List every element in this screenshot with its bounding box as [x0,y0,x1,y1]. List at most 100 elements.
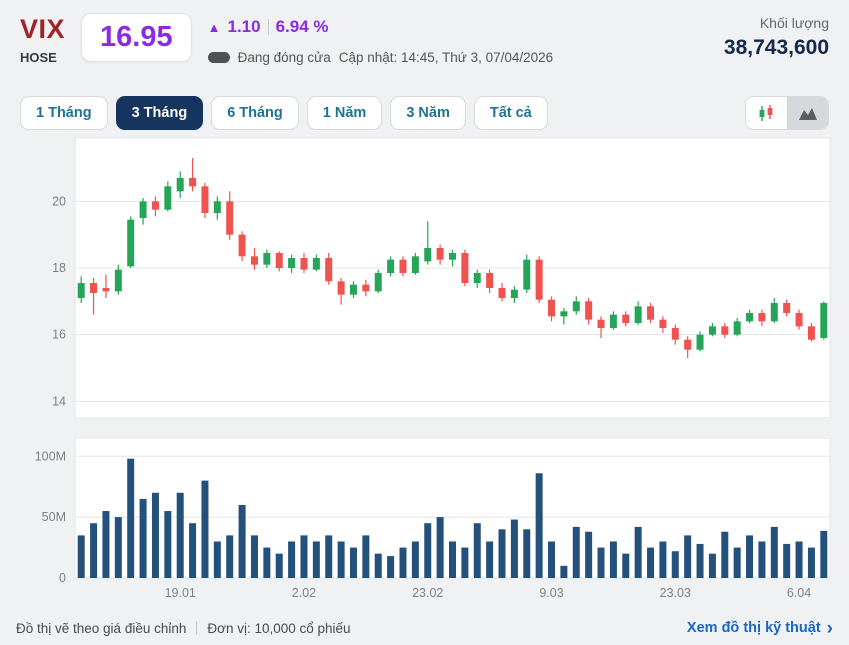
volume-bar [449,541,456,578]
volume-bar [696,543,704,578]
volume-bar [213,541,221,578]
volume-bar [250,535,258,578]
volume-bar [659,541,667,578]
candle-body [312,258,320,270]
status-row: Đang đóng cửa Cập nhật: 14:45, Thứ 3, 07… [207,50,553,65]
range-tab-2[interactable]: 3 Tháng [115,96,204,130]
candle-body [238,234,246,257]
volume-bar [362,535,370,578]
candle-body [102,288,110,292]
candle-body [733,321,741,335]
volume-bar [77,535,85,578]
volume-bar [127,458,135,578]
volume-axis-label: 50M [42,510,66,524]
volume-bar [275,553,283,578]
volume-bar [820,530,828,578]
volume-bar [597,547,605,578]
volume-bar [733,547,741,578]
price-axis-label: 18 [52,261,66,275]
volume-bar [795,541,803,578]
candle-body [696,334,704,350]
candle-body [708,326,716,335]
price-axis-label: 14 [52,394,66,408]
candle-body [671,328,679,340]
candle-body [374,273,382,292]
ticker-symbol: VIX [20,14,66,44]
up-arrow-icon: ▲ [207,19,221,35]
volume-bar [684,535,692,578]
candle-body [226,201,234,235]
symbol-block: VIX HOSE [20,13,66,66]
volume-bar [189,523,197,578]
volume-bar [585,531,593,578]
unit-note: Đơn vị: 10,000 cổ phiếu [207,620,351,636]
candle-body [362,284,370,292]
volume-bar [263,547,271,578]
candle-body [151,201,159,210]
volume-bar [411,541,419,578]
candle-body [288,258,296,268]
candle-body [275,253,283,268]
price-plot [74,137,831,419]
area-chart-button[interactable] [787,97,828,129]
chart-type-switcher [745,96,829,130]
volume-bar [473,523,481,578]
candle-body [597,319,605,328]
range-tab-6[interactable]: Tất cả [473,96,548,130]
candle-body [449,253,456,260]
range-tab-3[interactable]: 6 Tháng [211,96,299,130]
technical-chart-link[interactable]: Xem đồ thị kỹ thuật › [687,619,833,638]
divider [267,19,269,35]
candle-body [473,273,481,283]
candle-body [746,313,754,322]
x-axis-label: 23.02 [412,586,443,600]
candle-body [127,219,135,267]
price-change-block: ▲ 1.10 6.94 % Đang đóng cửa Cập nhật: 14… [207,13,553,65]
volume-bar [758,541,766,578]
candlestick-chart-button[interactable] [746,97,787,129]
volume-bar [671,551,679,578]
volume-bar [387,556,395,578]
volume-bar [609,541,617,578]
candle-body [770,303,778,322]
volume-bar [461,547,469,578]
x-axis-label: 23.03 [660,586,691,600]
range-tab-1[interactable]: 1 Tháng [20,96,108,130]
candle-body [436,248,444,260]
chart-area: 14 16 18 20 0 50M 100M 19.01 2.02 23.02 9.03 23.03 6… [0,132,849,615]
candle-body [213,201,221,213]
volume-bar [337,541,345,578]
volume-bar [349,547,357,578]
candle-body [795,313,803,327]
market-closed-icon [207,52,230,63]
volume-bar [634,526,642,578]
price-box: 16.95 [81,13,192,62]
candle-body [783,303,791,313]
candle-body [548,299,556,317]
candle-body [90,283,98,293]
volume-bar [560,565,568,578]
volume-bar [708,553,716,578]
candle-body [572,301,580,312]
x-axis-label: 6.04 [787,586,811,600]
candle-body [510,289,518,298]
range-tab-5[interactable]: 3 Năm [390,96,466,130]
price-axis-label: 20 [52,194,66,208]
candle-body [647,306,655,320]
candle-body [560,311,568,317]
volume-bar [647,547,655,578]
volume-bar [770,526,778,578]
candle-body [189,178,197,187]
candle-body [424,248,432,262]
adjusted-price-note: Đồ thị vẽ theo giá điều chỉnh [16,620,187,636]
x-axis-label: 9.03 [539,586,563,600]
range-tab-4[interactable]: 1 Năm [306,96,383,130]
volume-bar [548,541,556,578]
price-volume-chart[interactable]: 14 16 18 20 0 50M 100M 19.01 2.02 23.02 9.03 23.03 6… [0,132,849,610]
volume-bar [622,553,630,578]
volume-bar [300,535,308,578]
volume-bar [164,511,172,578]
divider [196,621,198,635]
exchange-label: HOSE [20,50,57,66]
